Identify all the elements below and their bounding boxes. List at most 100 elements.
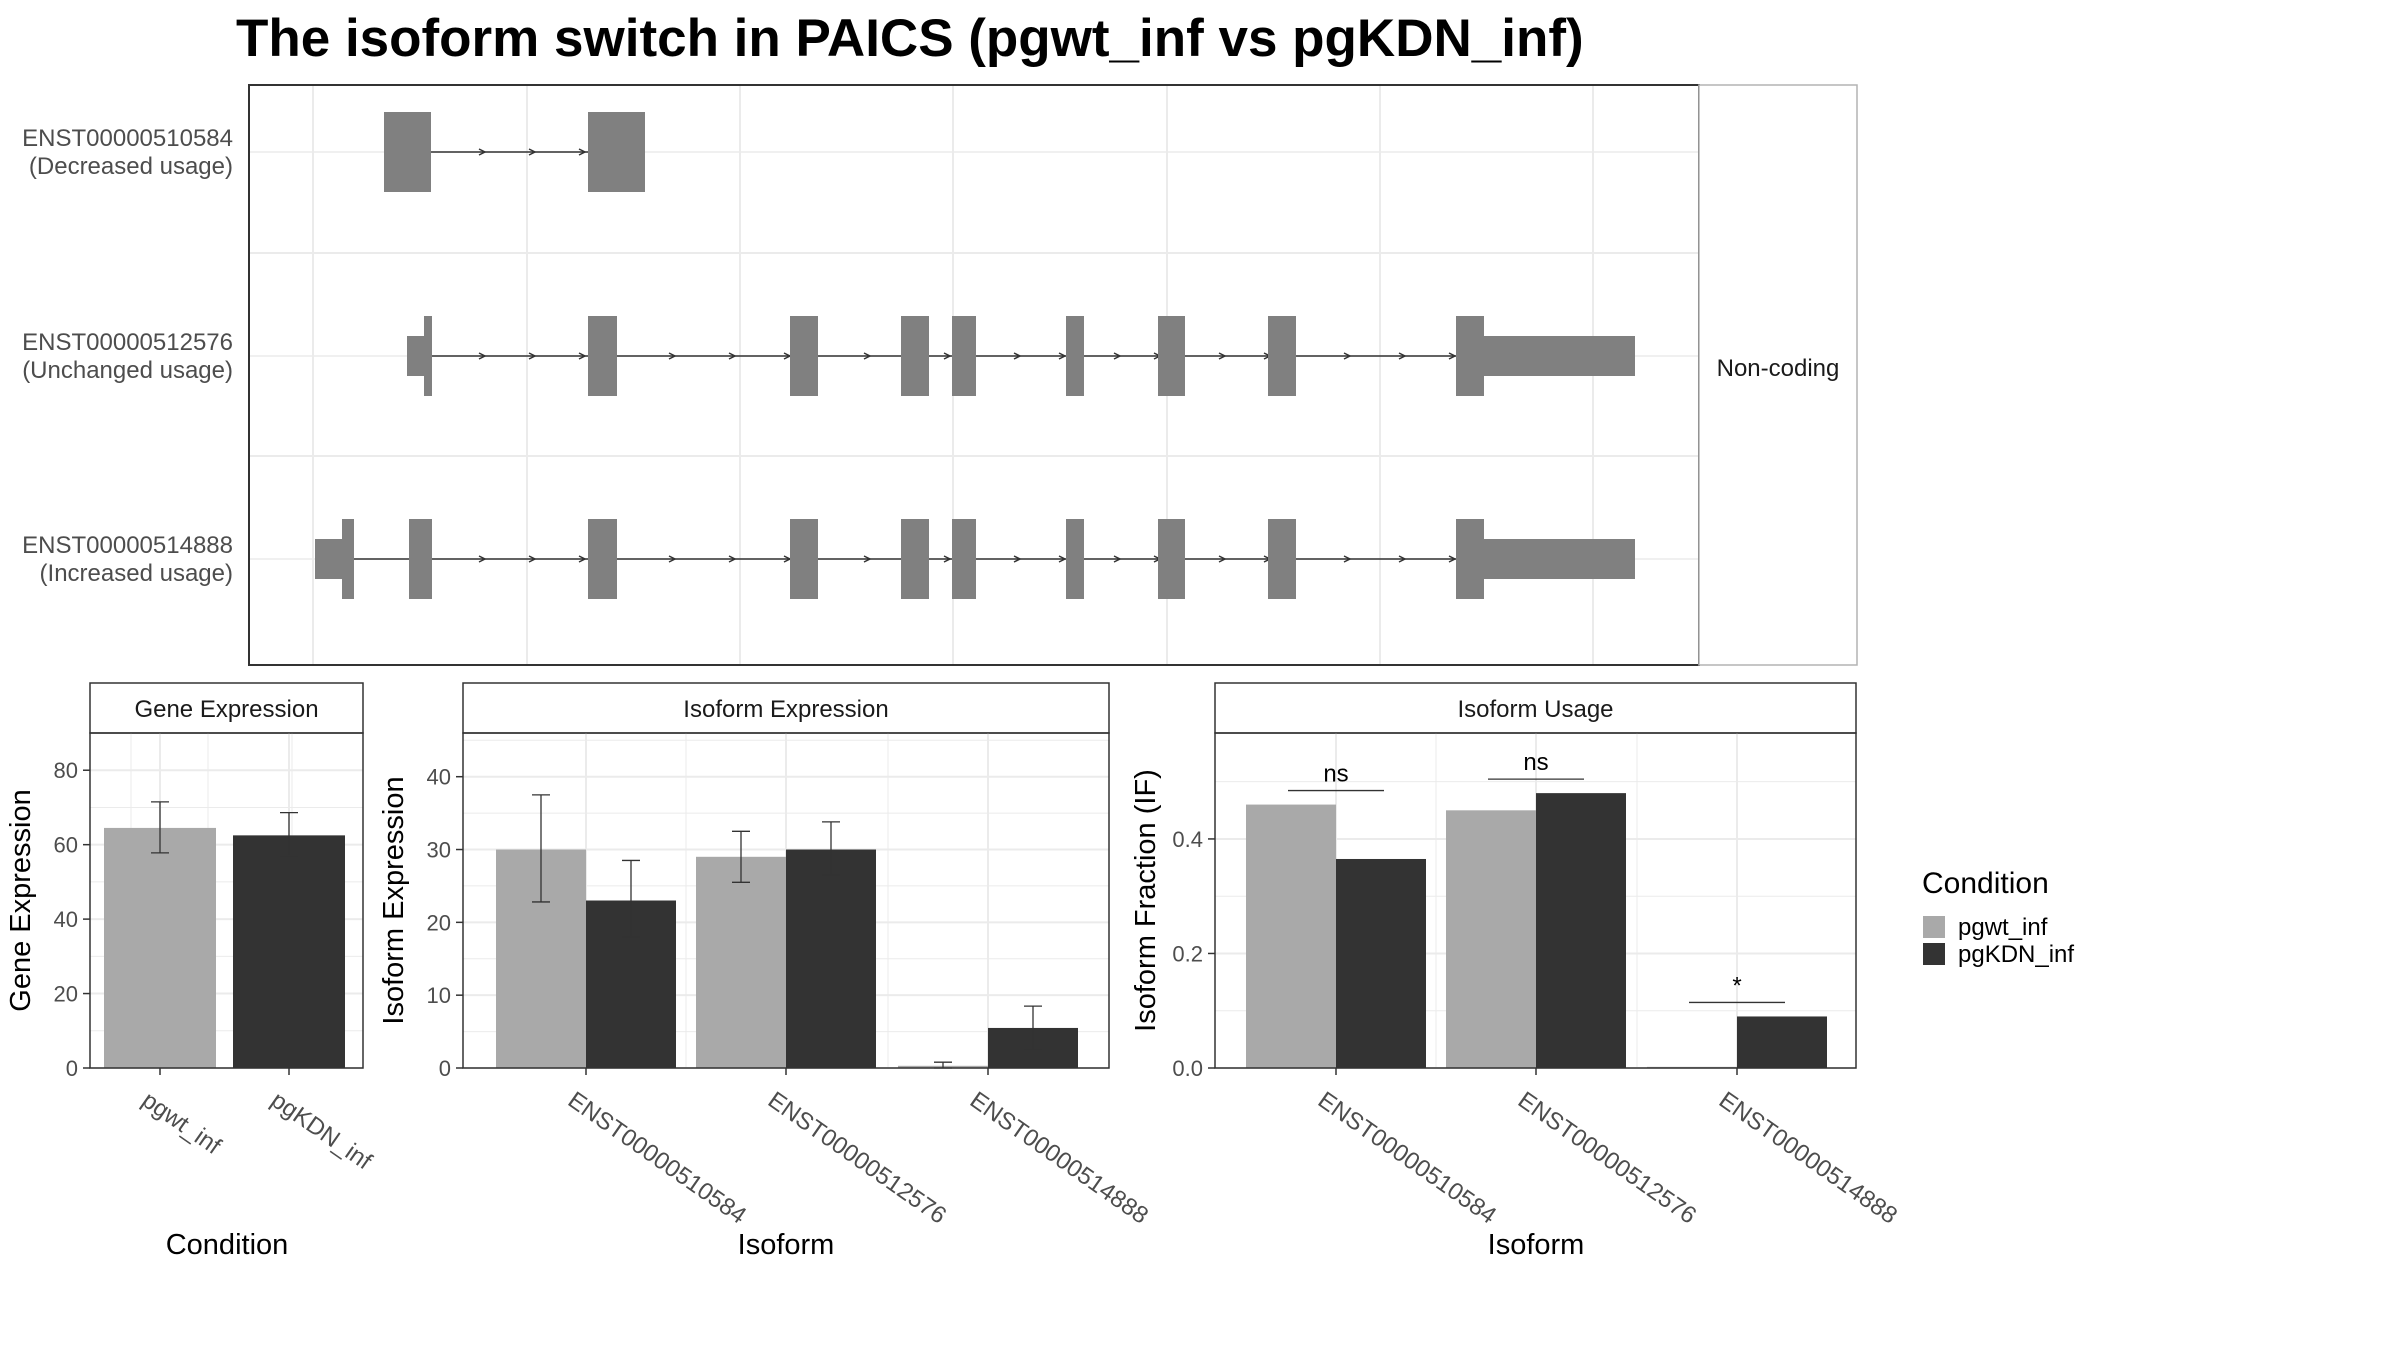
y-tick-label: 80 <box>54 758 78 783</box>
exon-block <box>1066 519 1084 599</box>
x-tick-label: ENST00000512576 <box>1513 1087 1701 1230</box>
panel-border <box>89 732 364 1069</box>
significance-label: * <box>1732 972 1741 999</box>
exon-block <box>407 336 425 376</box>
exon-block <box>952 316 976 396</box>
exon-block <box>1158 519 1185 599</box>
isoform-label: ENST00000512576 <box>22 329 233 356</box>
exon-block <box>1268 519 1296 599</box>
panel-strip <box>1214 682 1857 734</box>
intron-arrow <box>863 555 872 563</box>
exon-block <box>790 316 818 396</box>
y-tick-label: 40 <box>427 765 451 790</box>
intron-arrow <box>478 555 487 563</box>
intron-arrow <box>1058 555 1067 563</box>
intron-arrow <box>1013 352 1022 360</box>
panel-strip-label: Gene Expression <box>134 696 318 723</box>
intron-arrow <box>1398 555 1407 563</box>
bar-pgwt_inf <box>104 827 216 1068</box>
intron-arrow <box>478 148 487 156</box>
isoform-label: ENST00000514888 <box>22 532 233 559</box>
y-tick-label: 20 <box>54 982 78 1007</box>
exon-block <box>1484 539 1635 579</box>
exon-block <box>952 519 976 599</box>
exon-block <box>588 316 617 396</box>
exon-block <box>901 316 929 396</box>
bar-pgwt_inf <box>1446 810 1536 1068</box>
y-tick-label: 20 <box>427 910 451 935</box>
panel-strip-label: Isoform Usage <box>1457 696 1613 723</box>
y-tick-label: 0 <box>66 1056 78 1081</box>
intron-arrow <box>1113 555 1122 563</box>
legend-swatch-pgKDN_inf <box>1923 943 1945 965</box>
intron-arrow <box>1448 352 1457 360</box>
intron-arrow <box>1448 555 1457 563</box>
significance-label: ns <box>1523 749 1548 776</box>
x-tick-label: ENST00000510584 <box>1313 1087 1501 1230</box>
structure-facet-strip <box>1698 84 1858 666</box>
y-tick-label: 0.4 <box>1172 827 1203 852</box>
y-tick-label: 10 <box>427 983 451 1008</box>
exon-block <box>384 112 431 192</box>
exon-block <box>1066 316 1084 396</box>
exon-block <box>409 519 432 599</box>
y-tick-label: 0.0 <box>1172 1056 1203 1081</box>
bar-pgKDN_inf <box>786 849 876 1068</box>
legend-label-pgKDN_inf: pgKDN_inf <box>1958 941 2074 968</box>
intron-arrow <box>728 555 737 563</box>
exon-block <box>588 112 645 192</box>
x-axis-title: Condition <box>166 1229 289 1261</box>
intron-arrow <box>863 352 872 360</box>
exon-block <box>315 539 343 579</box>
isoform-usage-label: (Increased usage) <box>40 560 233 587</box>
isoform-usage-label: (Unchanged usage) <box>22 357 233 384</box>
significance-label: ns <box>1323 761 1348 788</box>
y-tick-label: 60 <box>54 833 78 858</box>
exon-block <box>588 519 617 599</box>
intron-arrow <box>528 352 537 360</box>
facet-label-noncoding: Non-coding <box>1717 355 1840 382</box>
exon-block <box>1456 519 1484 599</box>
x-tick-label: ENST00000514888 <box>965 1087 1153 1230</box>
intron-arrow <box>668 555 677 563</box>
y-axis-title: Isoform Expression <box>378 776 410 1024</box>
intron-arrow <box>578 148 587 156</box>
exon-block <box>1268 316 1296 396</box>
intron-arrow <box>1058 352 1067 360</box>
y-tick-label: 0.2 <box>1172 941 1203 966</box>
y-tick-label: 40 <box>54 907 78 932</box>
intron-arrow <box>1113 352 1122 360</box>
y-tick-label: 30 <box>427 838 451 863</box>
bar-pgKDN_inf <box>1737 1016 1827 1068</box>
panel-strip <box>89 682 364 734</box>
bar-pgKDN_inf <box>233 835 345 1068</box>
intron-arrow <box>943 352 952 360</box>
y-axis-title: Isoform Fraction (IF) <box>1130 769 1162 1032</box>
intron-arrow <box>528 555 537 563</box>
bar-pgKDN_inf <box>1536 793 1626 1068</box>
intron-arrow <box>668 352 677 360</box>
legend-swatch-pgwt_inf <box>1923 916 1945 938</box>
y-tick-label: 0 <box>439 1056 451 1081</box>
intron-arrow <box>728 352 737 360</box>
chart-title: The isoform switch in PAICS (pgwt_inf vs… <box>236 9 1584 68</box>
exon-block <box>790 519 818 599</box>
legend-label-pgwt_inf: pgwt_inf <box>1958 914 2048 941</box>
x-axis-title: Isoform <box>1488 1229 1585 1261</box>
exon-block <box>424 316 432 396</box>
x-tick-label: ENST00000512576 <box>763 1087 951 1230</box>
exon-block <box>901 519 929 599</box>
isoform-usage-label: (Decreased usage) <box>29 153 233 180</box>
x-tick-label: ENST00000510584 <box>563 1087 751 1230</box>
intron-arrow <box>1218 352 1227 360</box>
intron-arrow <box>528 148 537 156</box>
intron-arrow <box>1218 555 1227 563</box>
intron-arrow <box>578 555 587 563</box>
intron-arrow <box>478 352 487 360</box>
bar-pgwt_inf <box>1246 804 1336 1068</box>
x-tick-label: pgKDN_inf <box>266 1087 377 1176</box>
intron-arrow <box>1013 555 1022 563</box>
exon-block <box>342 519 354 599</box>
intron-arrow <box>943 555 952 563</box>
exon-block <box>1484 336 1635 376</box>
